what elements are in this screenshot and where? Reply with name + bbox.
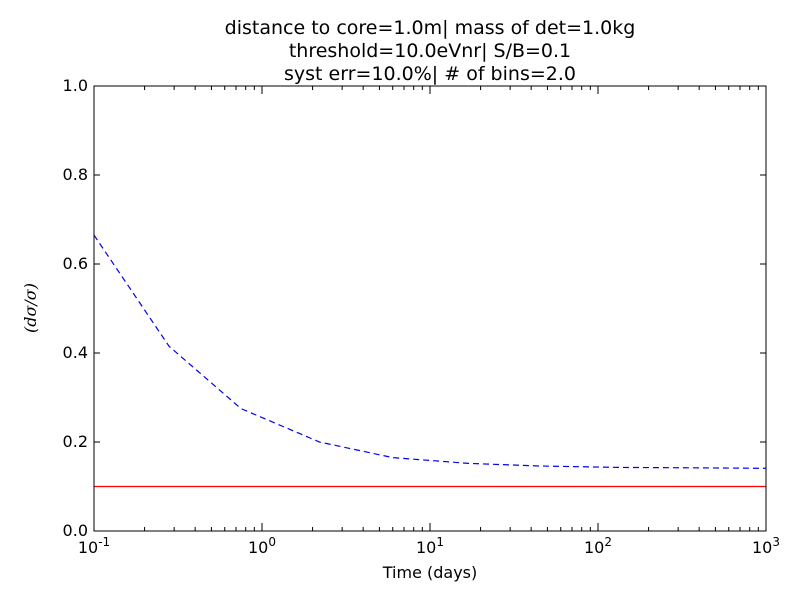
x-axis-label: Time (days): [382, 563, 478, 582]
y-tick-label: 0.8: [63, 165, 88, 184]
series-layer: [93, 234, 767, 488]
title-line-3: syst err=10.0%| # of bins=2.0: [284, 63, 576, 85]
y-tick-label: 0.6: [63, 254, 88, 273]
x-tick-label: 102: [584, 535, 612, 557]
y-tick-label: 0.0: [63, 521, 88, 540]
y-axis-label: (dσ/σ): [21, 283, 40, 333]
y-tick-label: 0.2: [63, 432, 88, 451]
title-line-2: threshold=10.0eVnr| S/B=0.1: [289, 40, 571, 62]
x-tick-label: 101: [416, 535, 444, 557]
title-line-1: distance to core=1.0m| mass of det=1.0kg: [225, 17, 636, 39]
y-tick-label: 1.0: [63, 76, 88, 95]
y-tick-label: 0.4: [63, 343, 88, 362]
plot-area-frame: [93, 85, 767, 532]
x-tick-label: 103: [752, 535, 780, 557]
y-axis-label-text: (dσ/σ): [21, 283, 40, 333]
tick-layer: 0.0 0.2 0.4 0.6 0.8 1.0 10-1 100 101 102 103: [63, 76, 780, 557]
series-line-1: [93, 234, 767, 469]
x-tick-label: 100: [248, 535, 276, 557]
chart-title: distance to core=1.0m| mass of det=1.0kg…: [225, 17, 636, 85]
x-tick-label: 10-1: [78, 535, 110, 557]
